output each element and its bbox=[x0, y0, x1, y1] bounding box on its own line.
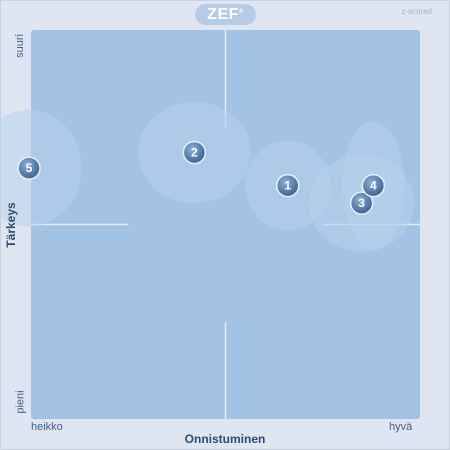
y-axis-title: Tärkeys bbox=[4, 202, 18, 248]
y-max-label: suuri bbox=[13, 34, 26, 58]
point-label: 4 bbox=[370, 179, 377, 193]
point-marker[interactable] bbox=[361, 173, 386, 198]
data-point-3[interactable]: 3 bbox=[349, 191, 374, 215]
x-axis-title: Onnistuminen bbox=[184, 432, 266, 446]
point-marker[interactable] bbox=[275, 173, 300, 198]
point-label: 2 bbox=[191, 146, 198, 160]
marker-layer: 1 2 34 5 bbox=[17, 140, 386, 215]
zef-logo: ZEF® bbox=[195, 4, 256, 25]
y-min-label: pieni bbox=[14, 390, 27, 414]
ellipse-layer bbox=[0, 101, 415, 252]
data-point-5[interactable]: 5 bbox=[17, 156, 41, 180]
logo-registered-mark: ® bbox=[238, 9, 244, 15]
point-label: 5 bbox=[26, 161, 33, 175]
logo-text: ZEF bbox=[207, 6, 239, 23]
point-marker[interactable] bbox=[17, 156, 41, 180]
data-point-2[interactable]: 2 bbox=[182, 140, 207, 165]
x-max-label: hyvä bbox=[389, 421, 413, 433]
scale-note: z-scored bbox=[401, 7, 432, 16]
x-min-label: heikko bbox=[31, 421, 63, 433]
point-label: 1 bbox=[284, 179, 291, 193]
point-marker[interactable] bbox=[349, 191, 374, 215]
data-point-4[interactable]: 4 bbox=[361, 173, 386, 198]
point-marker[interactable] bbox=[182, 140, 207, 165]
point-label: 3 bbox=[358, 196, 365, 210]
data-point-1[interactable]: 1 bbox=[275, 173, 300, 198]
